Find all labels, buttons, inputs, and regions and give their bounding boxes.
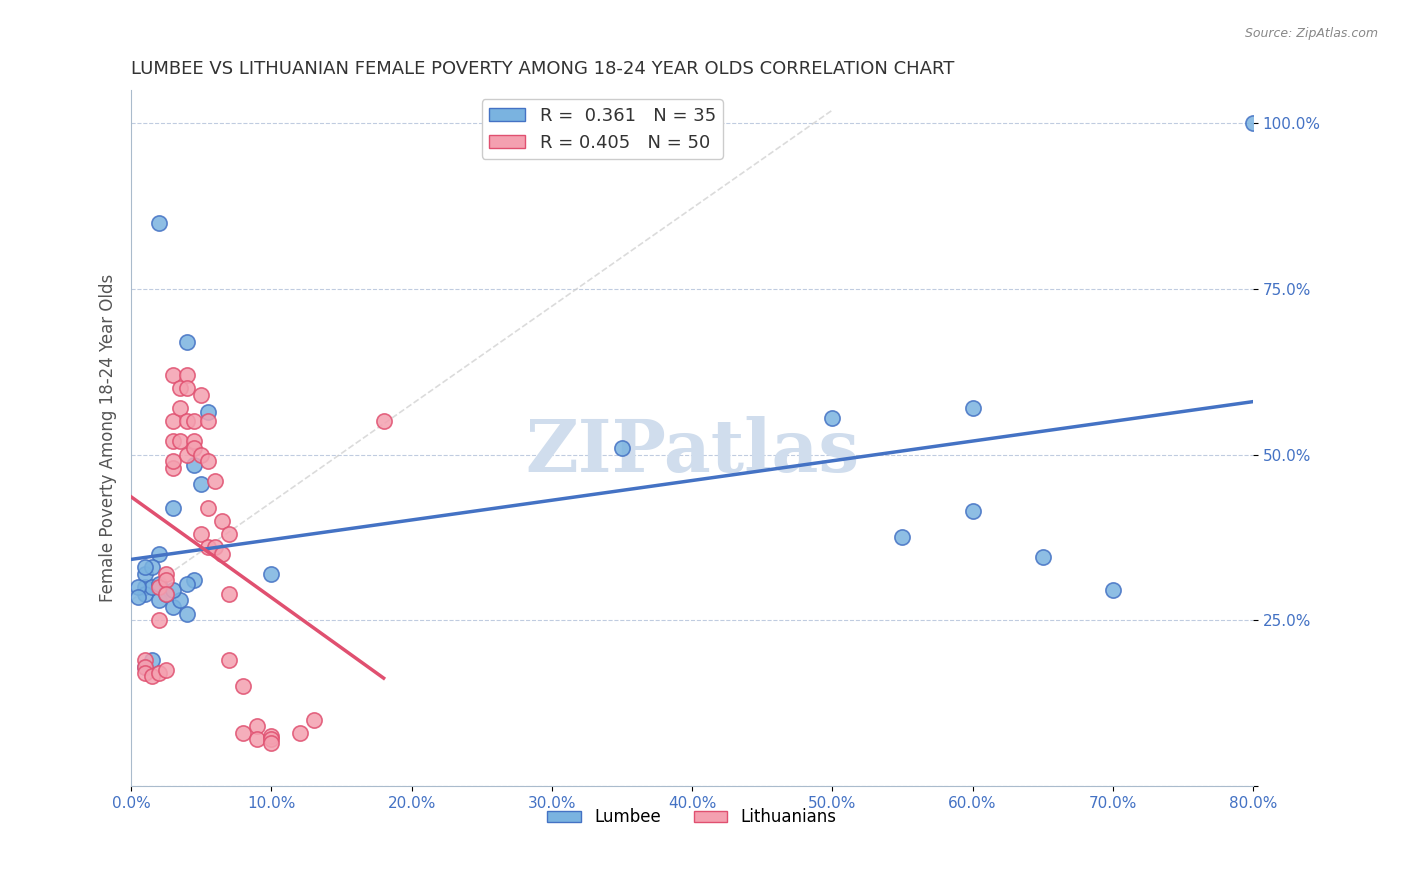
Point: [169, 593, 191, 607]
Point: [183, 458, 205, 472]
Point: [197, 541, 219, 555]
Point: [162, 460, 184, 475]
Point: [176, 381, 198, 395]
Point: [169, 401, 191, 416]
Point: [190, 477, 212, 491]
Point: [232, 680, 254, 694]
Point: [183, 414, 205, 428]
Point: [204, 541, 226, 555]
Point: [155, 566, 177, 581]
Point: [134, 659, 156, 673]
Point: [162, 500, 184, 515]
Point: [1241, 116, 1264, 130]
Point: [190, 388, 212, 402]
Point: [148, 547, 170, 561]
Point: [232, 726, 254, 740]
Text: LUMBEE VS LITHUANIAN FEMALE POVERTY AMONG 18-24 YEAR OLDS CORRELATION CHART: LUMBEE VS LITHUANIAN FEMALE POVERTY AMON…: [131, 60, 955, 78]
Point: [148, 576, 170, 591]
Point: [141, 580, 163, 594]
Point: [962, 504, 984, 518]
Point: [891, 530, 914, 544]
Point: [155, 587, 177, 601]
Point: [169, 434, 191, 449]
Point: [134, 659, 156, 673]
Point: [155, 574, 177, 588]
Point: [127, 590, 149, 604]
Point: [610, 441, 633, 455]
Point: [148, 593, 170, 607]
Point: [211, 547, 233, 561]
Point: [176, 607, 198, 621]
Point: [260, 566, 283, 581]
Point: [1101, 583, 1123, 598]
Text: Source: ZipAtlas.com: Source: ZipAtlas.com: [1244, 27, 1378, 40]
Point: [190, 527, 212, 541]
Point: [134, 666, 156, 681]
Y-axis label: Female Poverty Among 18-24 Year Olds: Female Poverty Among 18-24 Year Olds: [100, 274, 117, 602]
Point: [197, 414, 219, 428]
Point: [176, 448, 198, 462]
Point: [197, 500, 219, 515]
Point: [204, 474, 226, 488]
Point: [141, 669, 163, 683]
Point: [821, 411, 844, 425]
Point: [288, 726, 311, 740]
Point: [962, 401, 984, 416]
Point: [134, 560, 156, 574]
Point: [183, 441, 205, 455]
Point: [176, 576, 198, 591]
Point: [162, 368, 184, 383]
Point: [155, 587, 177, 601]
Legend: Lumbee, Lithuanians: Lumbee, Lithuanians: [541, 802, 844, 833]
Point: [155, 663, 177, 677]
Point: [176, 334, 198, 349]
Point: [1032, 550, 1054, 565]
Point: [176, 414, 198, 428]
Point: [183, 434, 205, 449]
Point: [190, 448, 212, 462]
Point: [148, 666, 170, 681]
Point: [162, 434, 184, 449]
Point: [246, 719, 269, 733]
Point: [197, 404, 219, 418]
Point: [127, 580, 149, 594]
Point: [373, 414, 395, 428]
Point: [134, 580, 156, 594]
Point: [162, 583, 184, 598]
Point: [148, 613, 170, 627]
Point: [246, 732, 269, 747]
Point: [183, 574, 205, 588]
Point: [260, 729, 283, 743]
Point: [141, 560, 163, 574]
Text: ZIPatlas: ZIPatlas: [524, 417, 859, 487]
Point: [218, 527, 240, 541]
Point: [169, 381, 191, 395]
Point: [134, 653, 156, 667]
Point: [148, 216, 170, 230]
Point: [162, 599, 184, 614]
Point: [176, 368, 198, 383]
Point: [302, 713, 325, 727]
Point: [134, 566, 156, 581]
Point: [134, 587, 156, 601]
Point: [148, 580, 170, 594]
Point: [141, 653, 163, 667]
Point: [260, 732, 283, 747]
Point: [218, 653, 240, 667]
Point: [211, 514, 233, 528]
Point: [162, 454, 184, 468]
Point: [218, 587, 240, 601]
Point: [162, 414, 184, 428]
Point: [197, 454, 219, 468]
Point: [260, 736, 283, 750]
